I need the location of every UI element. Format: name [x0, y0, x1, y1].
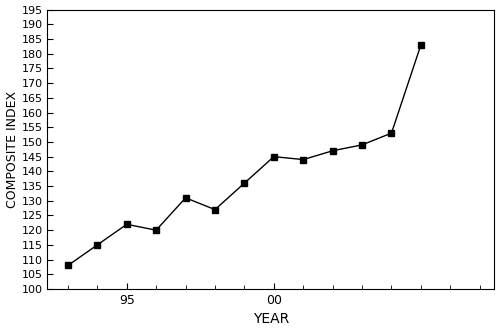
Y-axis label: COMPOSITE INDEX: COMPOSITE INDEX [6, 91, 18, 208]
X-axis label: YEAR: YEAR [253, 312, 289, 326]
